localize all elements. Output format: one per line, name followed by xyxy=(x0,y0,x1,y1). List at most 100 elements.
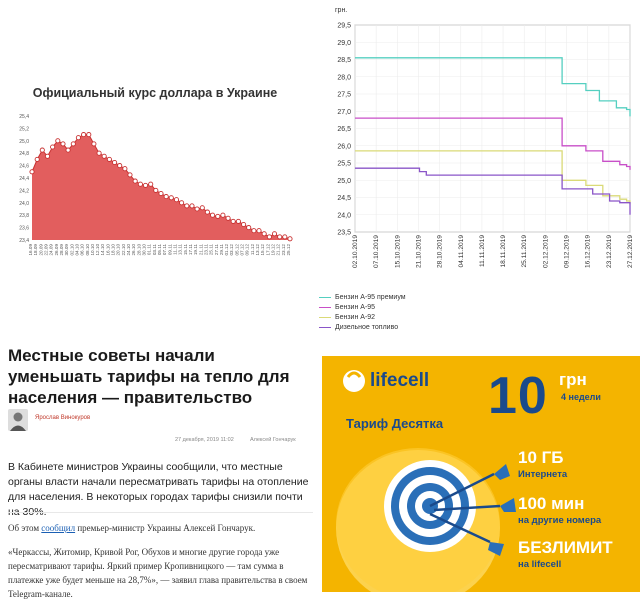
usd-point xyxy=(60,141,66,147)
x-tick-label: 11.12 xyxy=(250,244,255,256)
usd-point xyxy=(142,182,149,188)
x-tick-label: 17.11 xyxy=(188,244,193,256)
price-period: 4 недели xyxy=(561,392,601,402)
usd-point xyxy=(44,153,51,159)
y-tick-label: 24,0 xyxy=(337,212,351,219)
article-headline[interactable]: Местные советы начали уменьшать тарифы н… xyxy=(8,346,290,407)
usd-point xyxy=(75,135,81,141)
x-tick-label: 18.10 xyxy=(111,244,116,256)
y-tick-label: 24,4 xyxy=(19,176,29,182)
usd-point xyxy=(122,166,128,172)
usd-point xyxy=(282,234,288,240)
usd-point xyxy=(225,215,231,221)
article-lead: В Кабинете министров Украины сообщили, ч… xyxy=(8,461,309,518)
y-tick-label: 24,2 xyxy=(19,188,29,194)
x-tick-label: 16.12.2019 xyxy=(585,235,592,268)
x-tick-label: 21.10.2019 xyxy=(415,235,422,268)
y-tick-label: 27,0 xyxy=(337,109,351,116)
x-tick-label: 29.11 xyxy=(219,244,224,256)
usd-point xyxy=(50,144,56,150)
legend-swatch xyxy=(319,327,331,329)
x-tick-label: 22.09 xyxy=(43,244,48,256)
legend-label: Бензин А-95 xyxy=(335,304,376,311)
fuel-series-line xyxy=(355,57,631,117)
feature-value: 10 ГБ xyxy=(518,448,564,467)
x-tick-label: 24.09 xyxy=(49,244,54,256)
usd-point xyxy=(29,169,35,175)
author-name[interactable]: Ярослав Винокуров xyxy=(35,415,91,421)
y-tick-label: 27,5 xyxy=(337,92,351,99)
usd-point xyxy=(215,213,221,219)
x-tick-label: 25.11.2019 xyxy=(521,235,528,268)
article-date: 27 декабря, 2019 11:02 xyxy=(175,437,234,443)
usd-point xyxy=(246,225,252,231)
x-tick-label: 11.11.2019 xyxy=(479,235,486,267)
usd-point xyxy=(137,181,143,187)
x-tick-label: 16.10 xyxy=(105,244,110,256)
author-avatar[interactable] xyxy=(8,409,28,431)
x-tick-label: 20.09 xyxy=(38,244,43,256)
lifecell-ad-banner[interactable]: lifecell Тариф Десятка 10 грн 4 недели 1… xyxy=(322,356,640,592)
usd-area xyxy=(32,134,290,240)
article-paragraph-1: Об этом сообщил премьер-министр Украины … xyxy=(8,521,316,535)
y-tick-label: 29,5 xyxy=(337,23,351,30)
usd-point xyxy=(101,153,107,159)
legend-label: Бензин А-95 премиум xyxy=(335,294,406,301)
fuel-price-chart-panel: грн. 23,5 24,0 24,5 25,0 25,5 26,0 26,5 27,0 27,… xyxy=(305,0,640,340)
usd-point xyxy=(127,172,133,178)
x-tick-label: 07.12 xyxy=(240,244,245,256)
x-tick-label: 26.10 xyxy=(131,244,136,256)
y-tick-label: 23,6 xyxy=(19,226,29,232)
paragraph-text: Об этом xyxy=(8,523,42,533)
x-tick-label: 30.10 xyxy=(142,244,147,256)
usd-point xyxy=(189,203,195,209)
y-tick-label: 24,5 xyxy=(337,195,351,202)
x-tick-label: 17.12 xyxy=(265,244,270,256)
brand-name: lifecell xyxy=(370,370,430,391)
x-tick-label: 26.09 xyxy=(54,244,59,256)
x-tick-label: 13.11 xyxy=(178,244,183,256)
x-tick-label: 03.11 xyxy=(152,244,157,256)
usd-point xyxy=(65,147,71,153)
usd-point xyxy=(241,221,247,228)
x-tick-label: 30.09 xyxy=(64,244,69,256)
fuel-unit-label: грн. xyxy=(335,7,347,14)
usd-point xyxy=(70,141,76,147)
usd-point xyxy=(251,228,257,234)
usd-point xyxy=(230,218,236,224)
x-tick-label: 07.11 xyxy=(162,244,167,256)
price-currency: грн xyxy=(559,370,587,389)
feature-caption: Интернета xyxy=(518,469,568,480)
y-tick-label: 25,0 xyxy=(19,139,29,145)
usd-point xyxy=(168,195,174,201)
y-tick-label: 25,2 xyxy=(19,126,29,132)
x-tick-label: 21.12 xyxy=(276,244,281,256)
x-tick-label: 07.10.2019 xyxy=(373,235,380,268)
x-tick-label: 04.10 xyxy=(74,244,79,256)
usd-point xyxy=(266,234,272,240)
y-tick-label: 24,8 xyxy=(19,151,29,157)
tariff-name: Тариф Десятка xyxy=(346,416,444,431)
usd-point xyxy=(204,209,210,215)
lifecell-logo-icon xyxy=(343,370,365,392)
y-tick-label: 29,0 xyxy=(337,40,351,47)
y-tick-label: 25,5 xyxy=(337,161,351,168)
news-article: Местные советы начали уменьшать тарифы н… xyxy=(0,335,322,613)
x-tick-label: 05.12 xyxy=(234,244,239,256)
x-tick-label: 28.10.2019 xyxy=(437,235,444,268)
usd-point xyxy=(132,178,138,184)
fuel-series-line xyxy=(355,117,631,170)
usd-point xyxy=(158,190,164,197)
x-tick-label: 08.10 xyxy=(85,244,90,256)
usd-point xyxy=(179,200,185,206)
x-tick-label: 09.12.2019 xyxy=(564,235,571,268)
x-tick-label: 23.12 xyxy=(281,244,286,256)
usd-point xyxy=(194,206,200,212)
y-tick-label: 28,0 xyxy=(337,74,351,81)
usd-point xyxy=(81,132,87,138)
x-tick-label: 02.12.2019 xyxy=(542,235,549,268)
ad-artwork xyxy=(336,370,516,592)
source-link[interactable]: сообщил xyxy=(41,523,76,533)
x-tick-label: 02.10.2019 xyxy=(352,235,359,268)
x-tick-label: 10.10 xyxy=(90,244,95,256)
